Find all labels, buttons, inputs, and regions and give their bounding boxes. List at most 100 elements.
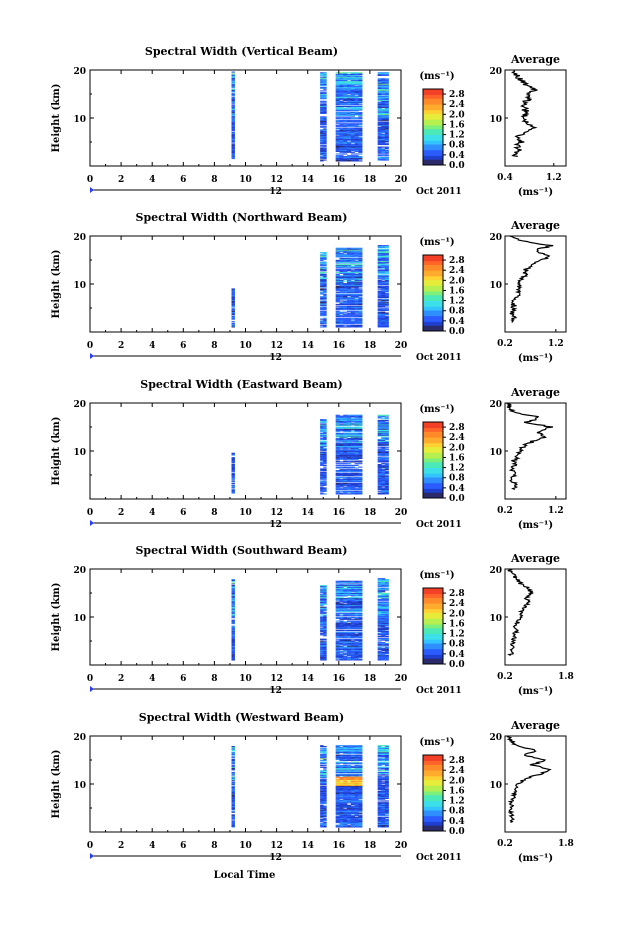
heatmap-cell (347, 643, 352, 645)
heatmap-cell (339, 319, 344, 321)
heatmap-cell (323, 438, 327, 441)
heatmap-cell (320, 632, 324, 634)
heatmap-cell (350, 303, 355, 305)
heatmap-cell (343, 430, 348, 432)
heatmap-cell (358, 477, 363, 479)
heatmap-cell (381, 129, 386, 131)
heatmap-cell (320, 322, 324, 324)
average-profile-line (507, 568, 534, 656)
heatmap-cell (231, 109, 235, 111)
heatmap-cell (231, 94, 235, 97)
heatmap-cell (384, 253, 389, 255)
heatmap-cell (347, 480, 352, 482)
heatmap-cell (347, 113, 352, 115)
heatmap-cell (231, 746, 235, 749)
colorbar-segment (423, 132, 443, 135)
heatmap-cell (381, 253, 386, 255)
heatmap-cell (335, 467, 340, 469)
heatmap-cell (320, 81, 324, 83)
heatmap-cell (339, 258, 344, 260)
heatmap-cell (323, 756, 327, 758)
heatmap-cell (350, 424, 355, 426)
heatmap-cell (381, 83, 386, 85)
heatmap-cell (358, 90, 363, 92)
heatmap-cell (354, 481, 359, 483)
heatmap-cell (384, 489, 389, 491)
colorbar-tick-label: 1.2 (449, 131, 465, 141)
heatmap-cell (339, 153, 344, 155)
heatmap-cell (381, 632, 386, 634)
heatmap-cell (354, 480, 359, 482)
colorbar-segment (423, 588, 443, 591)
heatmap-cell (339, 415, 344, 417)
heatmap-cell (323, 646, 327, 648)
heatmap-cell (320, 608, 324, 610)
heatmap-cell (231, 592, 235, 594)
heatmap-cell (323, 587, 327, 589)
heatmap-cell (381, 276, 386, 278)
heatmap-cell (320, 266, 324, 268)
heatmap-cell (231, 304, 235, 306)
heatmap-cell (320, 623, 324, 626)
heatmap-cell (323, 311, 327, 313)
heatmap-cell (347, 264, 352, 267)
heatmap-cell (350, 457, 355, 460)
heatmap-cell (323, 320, 327, 322)
heatmap-cell (335, 84, 340, 86)
heatmap-cell (339, 76, 344, 78)
heatmap-cell (381, 480, 386, 482)
heatmap-cell (339, 113, 344, 115)
heatmap-cell (320, 455, 324, 457)
heatmap-cell (320, 279, 324, 281)
heatmap-cell (343, 415, 348, 417)
heatmap-cell (377, 324, 382, 326)
heatmap-cell (343, 590, 348, 592)
heatmap-cell (323, 78, 327, 80)
heatmap-cell (354, 326, 359, 328)
heatmap-cell (384, 604, 389, 607)
heatmap-cell (335, 449, 340, 451)
colorbar-segment (423, 117, 443, 120)
heatmap-cell (377, 440, 382, 442)
colorbar-segment (423, 654, 443, 657)
heatmap-cell (343, 160, 348, 162)
heatmap-cell (320, 596, 324, 598)
heatmap-cell (350, 618, 355, 620)
heatmap-cell (347, 75, 352, 77)
heatmap-cell (231, 121, 235, 123)
heatmap-cell (381, 637, 386, 639)
heatmap-cell (381, 316, 386, 318)
heatmap-cell (323, 92, 327, 94)
heatmap-cell (347, 484, 352, 486)
heatmap-cell (347, 446, 352, 448)
heatmap-cell (384, 427, 389, 429)
heatmap-cell (358, 112, 363, 114)
heatmap-cell (343, 609, 348, 611)
heatmap-cell (343, 285, 348, 287)
heatmap-cell (354, 84, 359, 86)
heatmap-cell (384, 488, 389, 490)
heatmap-cell (358, 284, 363, 287)
heatmap-cell (354, 268, 359, 270)
heatmap-cell (343, 444, 348, 447)
heatmap-cell (339, 597, 344, 599)
heatmap-cell (320, 452, 324, 454)
heatmap-cell (347, 313, 352, 315)
heatmap-cell (323, 150, 327, 152)
colorbar-frame (422, 421, 444, 499)
heatmap-cell (384, 578, 389, 581)
heatmap-cell (350, 821, 355, 823)
heatmap-cell (384, 254, 389, 256)
heatmap-cell (231, 645, 235, 647)
heatmap-cell (384, 88, 389, 90)
heatmap-cell (384, 606, 389, 608)
heatmap-cell (335, 613, 340, 615)
heatmap-cell (347, 89, 352, 91)
heatmap-cell (231, 782, 235, 784)
heatmap-cell (381, 271, 386, 274)
heatmap-cell (343, 289, 348, 291)
heatmap-cell (320, 109, 324, 111)
heatmap-cell (350, 419, 355, 422)
heatmap-cell (347, 118, 352, 120)
heatmap-cell (339, 124, 344, 126)
